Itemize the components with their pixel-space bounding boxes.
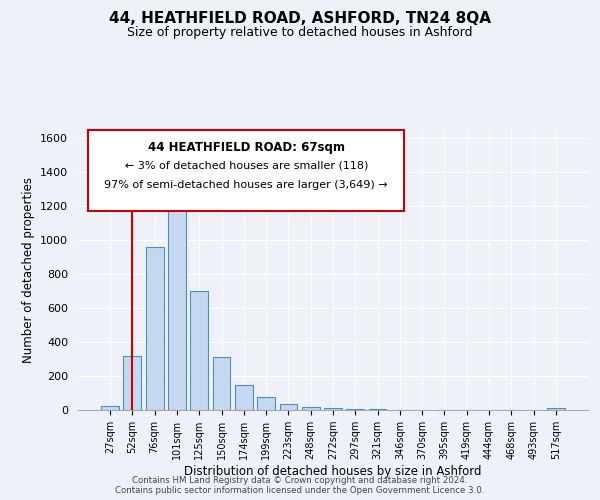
Bar [280,404,298,410]
Bar [190,291,208,410]
Text: Contains public sector information licensed under the Open Government Licence 3.: Contains public sector information licen… [115,486,485,495]
Text: 44, HEATHFIELD ROAD, ASHFORD, TN24 8QA: 44, HEATHFIELD ROAD, ASHFORD, TN24 8QA [109,11,491,26]
Text: 97% of semi-detached houses are larger (3,649) →: 97% of semi-detached houses are larger (… [104,180,388,190]
FancyBboxPatch shape [88,130,404,211]
Bar [101,406,119,410]
Text: Size of property relative to detached houses in Ashford: Size of property relative to detached ho… [127,26,473,39]
Text: Contains HM Land Registry data © Crown copyright and database right 2024.: Contains HM Land Registry data © Crown c… [132,476,468,485]
Bar [146,247,164,410]
Bar [124,356,142,410]
Bar [346,408,364,410]
Bar [547,408,565,410]
Bar [257,398,275,410]
Text: ← 3% of detached houses are smaller (118): ← 3% of detached houses are smaller (118… [125,161,368,171]
Y-axis label: Number of detached properties: Number of detached properties [22,177,35,363]
Bar [302,406,320,410]
Bar [324,408,342,410]
Text: 44 HEATHFIELD ROAD: 67sqm: 44 HEATHFIELD ROAD: 67sqm [148,141,345,154]
Bar [168,208,186,410]
Bar [212,358,230,410]
X-axis label: Distribution of detached houses by size in Ashford: Distribution of detached houses by size … [184,465,482,478]
Bar [235,384,253,410]
